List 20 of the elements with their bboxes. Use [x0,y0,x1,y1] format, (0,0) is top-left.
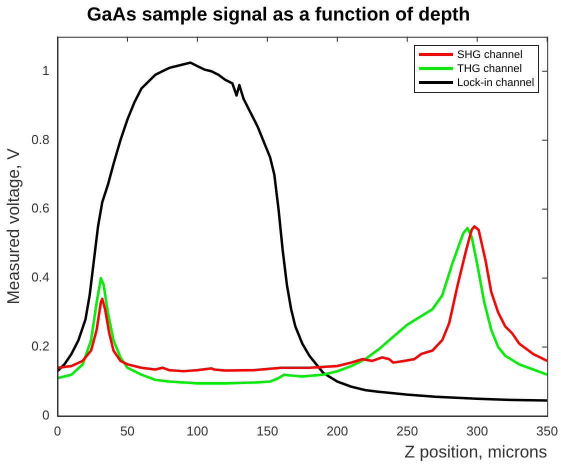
chart-title: GaAs sample signal as a function of depth [86,4,470,26]
x-tick-label: 300 [466,423,488,438]
x-tick-label: 100 [186,423,208,438]
x-tick-label: 200 [326,423,348,438]
y-tick-label: 0.6 [31,200,50,216]
y-tick-label: 0 [42,408,50,423]
y-tick-label: 0.8 [31,132,50,147]
legend-label: SHG channel [457,48,523,62]
x-tick-label: 150 [256,423,278,438]
y-tick-label: 0.2 [31,338,50,354]
y-axis-title: Measured voltage, V [4,148,23,304]
x-tick-label: 0 [54,423,62,438]
x-tick-label: 50 [120,423,135,438]
x-axis-title: Z position, microns [404,442,548,462]
y-tick-label: 0.4 [31,270,50,285]
legend-label: THG channel [457,62,522,76]
x-tick-label: 250 [396,423,418,438]
legend-label: Lock-in channel [457,76,534,90]
x-tick-label: 350 [536,423,558,438]
y-tick-label: 1 [42,62,50,78]
